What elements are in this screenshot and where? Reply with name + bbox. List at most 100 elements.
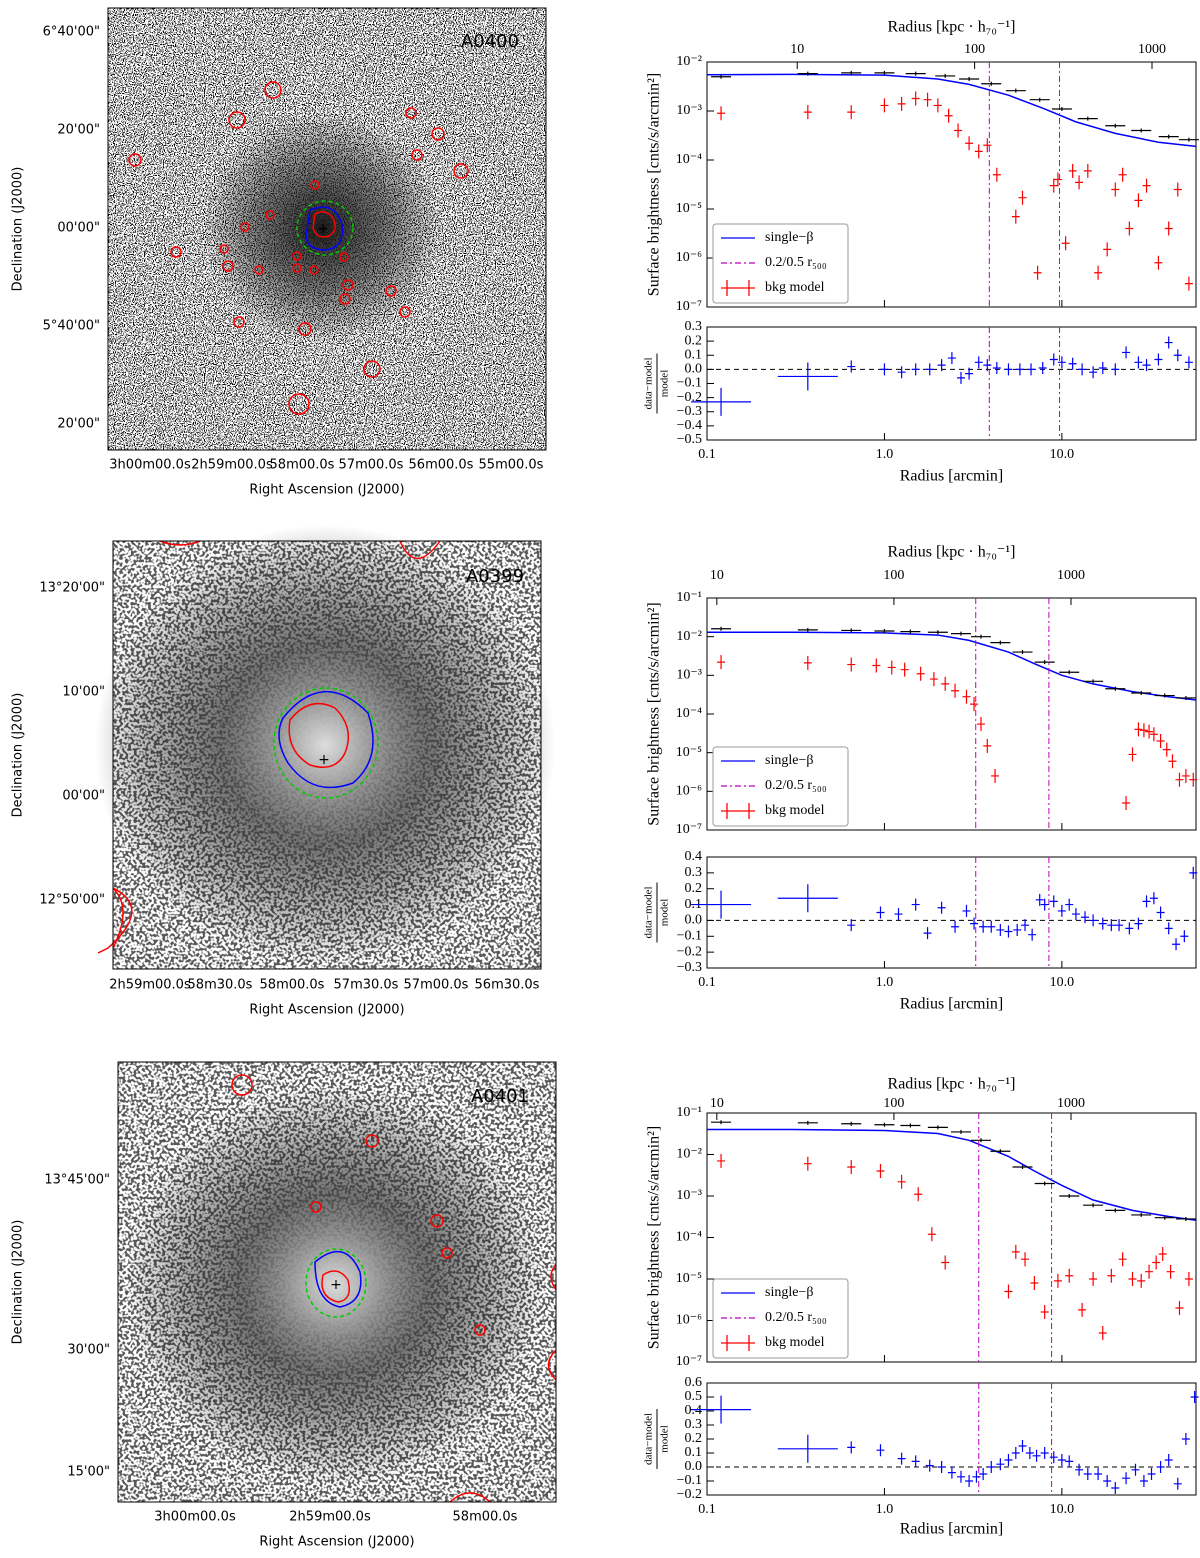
residual-point xyxy=(1078,363,1087,376)
bkg-point xyxy=(933,98,942,113)
data-point xyxy=(900,629,921,634)
residual-point xyxy=(1032,1449,1041,1462)
x-tick-label: 55m00.0s xyxy=(479,458,544,473)
data-point xyxy=(841,70,862,75)
residual-point xyxy=(1040,898,1049,911)
y-tick-label: 00'00" xyxy=(62,789,105,804)
bkg-point xyxy=(1040,1305,1049,1320)
bkg-point xyxy=(1011,1244,1020,1259)
y-tick-label: 10⁻⁴ xyxy=(676,706,702,721)
image-frame xyxy=(107,7,547,451)
bkg-point xyxy=(1004,1284,1013,1299)
residual-point xyxy=(970,917,979,930)
cluster-label: A0399 xyxy=(466,566,524,587)
bkg-point xyxy=(927,1227,936,1242)
residual-point xyxy=(1075,1463,1084,1476)
x-tick-label: 0.1 xyxy=(698,975,716,990)
residual-point xyxy=(1015,363,1024,376)
y-tick-label: 13°45'00" xyxy=(44,1173,110,1188)
x2-axis-label: Radius [kpc · h₇₀⁻¹] xyxy=(888,544,1016,561)
bkg-point xyxy=(970,697,979,712)
residual-point xyxy=(1147,1468,1156,1480)
x2-tick-label: 100 xyxy=(883,568,904,583)
y-label-numerator: data−model xyxy=(643,1413,655,1465)
bkg-point xyxy=(1089,1272,1098,1286)
data-point xyxy=(797,627,818,632)
residual-point xyxy=(1156,1461,1165,1473)
y-tick-label: −0.1 xyxy=(677,929,702,944)
residual-point xyxy=(992,361,1001,374)
x-tick-label: 2h59m00.0s xyxy=(289,1510,371,1525)
y-axis-label: Declination (J2000) xyxy=(11,167,26,292)
data-point xyxy=(905,71,926,76)
bkg-point xyxy=(1033,265,1042,280)
data-point xyxy=(1105,123,1126,128)
residual-point xyxy=(983,359,992,372)
bkg-point xyxy=(1168,754,1177,769)
y-tick-label: 10⁻³ xyxy=(676,1188,702,1203)
residual-point xyxy=(979,1468,988,1480)
residual-point xyxy=(777,1434,838,1463)
x2-tick-label: 1000 xyxy=(1057,568,1085,583)
y-axis-label: data−model model xyxy=(643,353,671,414)
residual-point xyxy=(962,904,971,917)
x2-tick-label: 1000 xyxy=(1057,1096,1085,1111)
plot-frame xyxy=(706,61,1197,308)
residual-point xyxy=(1180,930,1189,943)
bkg-point xyxy=(1162,742,1171,757)
residual-point xyxy=(1098,361,1107,374)
bkg-point xyxy=(803,105,812,120)
bkg-point xyxy=(1118,167,1127,182)
data-point xyxy=(1029,97,1050,102)
model-line xyxy=(707,1128,1197,1222)
x-tick-label: 1.0 xyxy=(876,975,894,990)
residual-point xyxy=(1089,366,1098,379)
residual-point xyxy=(1038,361,1047,374)
residual-point xyxy=(1111,363,1120,376)
bkg-point xyxy=(1184,1272,1193,1286)
sky-image: + xyxy=(118,1062,557,1503)
residual-point xyxy=(847,360,856,373)
y-tick-label: 10⁻³ xyxy=(676,668,702,683)
bkg-point xyxy=(1134,193,1143,208)
y-tick-label: −0.3 xyxy=(677,960,702,975)
legend-swatch xyxy=(721,803,755,819)
bkg-point xyxy=(1103,242,1112,257)
bkg-point xyxy=(1061,236,1070,251)
residual-point xyxy=(1021,919,1030,932)
y-tick-label: 0.0 xyxy=(685,913,703,928)
x-tick-label: 57m00.0s xyxy=(404,978,469,993)
x-tick-label: 10.0 xyxy=(1050,447,1075,462)
data-point xyxy=(1175,1216,1196,1221)
bkg-point xyxy=(1154,255,1163,270)
residual-point xyxy=(1094,1468,1103,1480)
y-tick-label: 0.2 xyxy=(685,1431,703,1446)
bkg-point xyxy=(976,717,985,732)
residual-point xyxy=(777,362,838,391)
residual-point xyxy=(876,1444,885,1457)
bkg-point xyxy=(1107,1268,1116,1283)
x-tick-label: 57m30.0s xyxy=(334,978,399,993)
bkg-point xyxy=(1011,209,1020,224)
data-point xyxy=(990,640,1011,645)
y-tick-label: 0.0 xyxy=(685,1459,703,1474)
bkg-point xyxy=(717,655,726,670)
x-axis-label: Right Ascension (J2000) xyxy=(249,1003,404,1018)
residual-point xyxy=(897,1452,906,1465)
bkg-point xyxy=(900,662,909,677)
residual-point xyxy=(1164,336,1173,349)
residual-point xyxy=(897,366,906,379)
bkg-point xyxy=(1030,1276,1039,1291)
data-point xyxy=(1154,1215,1175,1220)
y-tick-label: 10⁻⁶ xyxy=(676,250,702,265)
residual-point xyxy=(1107,919,1116,932)
bkg-point xyxy=(1173,182,1182,197)
x-axis-label: Right Ascension (J2000) xyxy=(259,1535,414,1550)
data-point xyxy=(797,71,818,76)
y-tick-label: 10⁻⁵ xyxy=(676,1271,702,1286)
bkg-point xyxy=(1122,795,1131,810)
data-point xyxy=(927,630,948,635)
bkg-point xyxy=(1145,1264,1154,1279)
y-tick-label: 10⁻² xyxy=(676,54,702,69)
residual-point xyxy=(1098,917,1107,930)
